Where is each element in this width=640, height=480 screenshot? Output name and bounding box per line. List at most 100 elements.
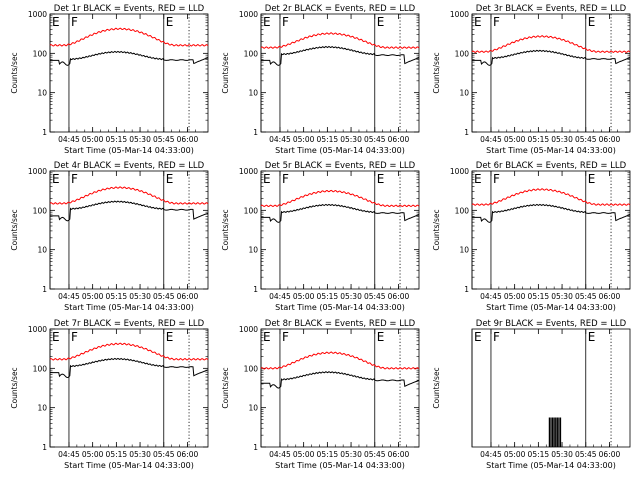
y-tick-label: 100: [455, 49, 470, 58]
time-marker-label: F: [71, 15, 78, 29]
y-tick-label: 10: [248, 89, 258, 98]
x-tick-label: 05:00: [504, 450, 526, 459]
y-tick-label: 1000: [28, 10, 47, 19]
events-series-black: [472, 203, 631, 223]
panel-det-5: Det 5r BLACK = Events, RED = LLD 1 10 100 10…: [221, 161, 420, 312]
lld-series-red: [49, 27, 209, 47]
x-tick-label: 06:00: [177, 135, 199, 144]
y-tick-label: 1: [253, 128, 258, 137]
panel-det-4: Det 4r BLACK = Events, RED = LLD 1 10 100 10…: [10, 161, 209, 312]
x-axis-label: Start Time (05-Mar-14 04:33:00): [486, 303, 616, 312]
x-tick-label: 05:30: [340, 450, 362, 459]
plot-frame: [471, 170, 631, 290]
x-tick-label: 05:15: [528, 292, 550, 301]
y-tick-label: 100: [33, 364, 48, 373]
x-tick-label: 06:00: [177, 450, 199, 459]
x-tick-label: 04:45: [58, 450, 80, 459]
time-marker-label: E: [377, 172, 385, 186]
time-marker-label: F: [493, 172, 500, 186]
x-tick-label: 05:45: [364, 135, 386, 144]
y-tick-label: 1: [42, 128, 47, 137]
time-marker-label: E: [263, 15, 271, 29]
events-series-black: [50, 357, 209, 379]
y-tick-label: 100: [244, 364, 259, 373]
x-tick-label: 05:15: [106, 292, 128, 301]
plot-title: Det 5r BLACK = Events, RED = LLD: [265, 161, 416, 171]
x-tick-label: 05:15: [528, 450, 550, 459]
time-marker-label: E: [588, 15, 596, 29]
time-marker-label: F: [493, 330, 500, 344]
plot-frame: [49, 13, 209, 133]
x-tick-label: 05:15: [528, 135, 550, 144]
events-series-black: [50, 200, 209, 222]
time-marker-label: F: [282, 15, 289, 29]
time-marker-label: E: [263, 172, 271, 186]
lld-series-red: [49, 186, 209, 205]
x-tick-label: 04:45: [269, 135, 291, 144]
y-tick-label: 1000: [28, 167, 47, 176]
x-tick-label: 04:45: [269, 450, 291, 459]
x-tick-label: 05:45: [575, 450, 597, 459]
events-series-black: [472, 49, 631, 66]
panel-det-6: Det 6r BLACK = Events, RED = LLD 1 10 100 10…: [432, 161, 631, 312]
y-tick-label: 1: [253, 285, 258, 294]
x-axis-label: Start Time (05-Mar-14 04:33:00): [275, 461, 405, 470]
y-tick-label: 1: [464, 285, 469, 294]
plot-frame: [260, 328, 420, 448]
y-tick-label: 100: [33, 206, 48, 215]
panel-det-2: Det 2r BLACK = Events, RED = LLD 1 10 100 10…: [221, 4, 420, 155]
y-tick-label: 1: [464, 128, 469, 137]
x-tick-label: 05:00: [293, 292, 315, 301]
x-tick-label: 05:00: [504, 292, 526, 301]
x-tick-label: 05:00: [504, 135, 526, 144]
time-marker-label: E: [588, 330, 596, 344]
x-axis-label: Start Time (05-Mar-14 04:33:00): [64, 461, 194, 470]
x-tick-label: 05:00: [293, 135, 315, 144]
x-tick-label: 05:30: [551, 135, 573, 144]
x-tick-label: 04:45: [480, 135, 502, 144]
y-tick-label: 1000: [239, 167, 258, 176]
time-marker-label: E: [52, 330, 60, 344]
time-marker-label: E: [52, 172, 60, 186]
x-tick-label: 05:00: [82, 450, 104, 459]
time-marker-label: E: [263, 330, 271, 344]
panel-det-7: Det 7r BLACK = Events, RED = LLD 1 10 100 10…: [10, 319, 209, 470]
x-axis-label: Start Time (05-Mar-14 04:33:00): [486, 461, 616, 470]
y-tick-label: 1000: [239, 10, 258, 19]
y-axis-label: Counts/sec: [221, 52, 230, 93]
lld-series-red: [260, 189, 420, 208]
y-axis-label: Counts/sec: [432, 367, 441, 408]
x-tick-label: 06:00: [177, 292, 199, 301]
x-tick-label: 05:45: [364, 292, 386, 301]
x-tick-label: 05:45: [575, 292, 597, 301]
x-tick-label: 06:00: [388, 292, 410, 301]
plot-frame: [49, 170, 209, 290]
y-axis-label: Counts/sec: [10, 52, 19, 93]
plot-frame: [471, 13, 631, 133]
time-marker-label: E: [52, 15, 60, 29]
time-marker-label: F: [71, 330, 78, 344]
y-tick-label: 1000: [450, 167, 469, 176]
y-tick-label: 100: [244, 49, 259, 58]
y-tick-label: 1000: [450, 10, 469, 19]
time-marker-label: F: [282, 172, 289, 186]
time-marker-label: E: [377, 330, 385, 344]
time-marker-label: F: [71, 172, 78, 186]
y-axis-label: Counts/sec: [432, 52, 441, 93]
events-series-black: [261, 45, 420, 66]
x-tick-label: 06:00: [599, 135, 621, 144]
x-axis-label: Start Time (05-Mar-14 04:33:00): [275, 146, 405, 155]
events-series-black: [261, 371, 420, 389]
plot-title: Det 2r BLACK = Events, RED = LLD: [265, 4, 416, 14]
plot-title: Det 3r BLACK = Events, RED = LLD: [476, 4, 627, 14]
y-tick-label: 100: [244, 206, 259, 215]
x-axis-label: Start Time (05-Mar-14 04:33:00): [486, 146, 616, 155]
y-tick-label: 1: [253, 443, 258, 452]
time-marker-label: E: [166, 172, 174, 186]
x-tick-label: 04:45: [480, 450, 502, 459]
x-tick-label: 05:45: [153, 135, 175, 144]
events-series-black: [50, 50, 209, 66]
y-axis-label: Counts/sec: [221, 367, 230, 408]
x-tick-label: 05:45: [364, 450, 386, 459]
x-tick-label: 06:00: [388, 135, 410, 144]
